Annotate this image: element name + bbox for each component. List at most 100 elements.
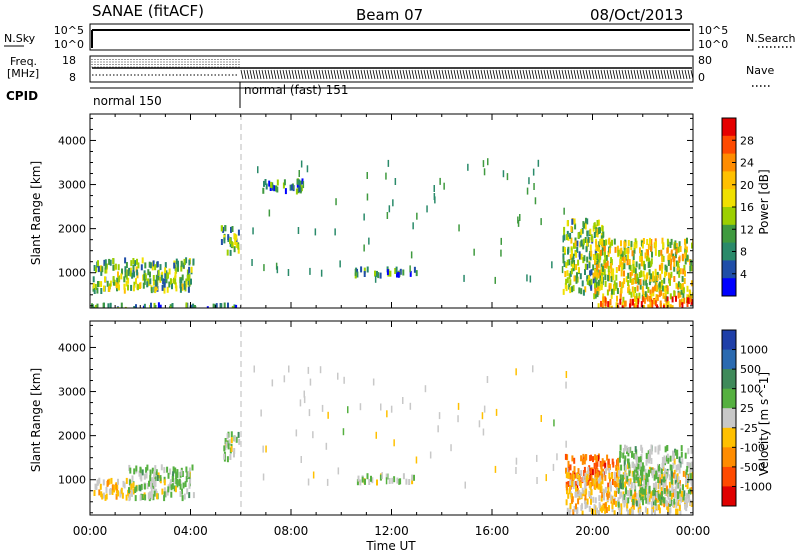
data-cell	[165, 277, 168, 284]
data-cell	[109, 259, 112, 266]
data-cell	[413, 266, 416, 273]
data-cell	[645, 255, 648, 262]
data-cell	[594, 497, 597, 504]
data-cell	[654, 241, 657, 248]
data-cell	[108, 258, 111, 265]
data-cell	[617, 497, 620, 504]
data-cell	[583, 255, 586, 262]
nave-trace-mark	[594, 69, 598, 80]
data-cell	[596, 264, 598, 271]
data-cell	[103, 285, 105, 292]
data-cell	[601, 458, 604, 465]
data-cell	[169, 306, 172, 308]
data-cell	[622, 483, 624, 490]
data-cell	[600, 272, 603, 279]
data-cell	[592, 496, 595, 503]
freq-nave-traces	[91, 59, 694, 80]
nave-trace-mark	[459, 69, 463, 80]
data-cell	[598, 250, 601, 257]
data-cell	[592, 272, 595, 279]
data-cell	[592, 478, 595, 485]
data-cell	[604, 486, 607, 493]
nave-trace-mark	[447, 69, 451, 80]
nave-trace-mark	[420, 69, 424, 80]
data-cell	[643, 260, 645, 267]
sparse-echo	[260, 409, 262, 417]
sparse-echo	[540, 218, 542, 226]
data-cell	[590, 508, 593, 514]
data-cell	[690, 500, 693, 507]
velocity-scale-tick-label: 100	[740, 383, 761, 396]
data-cell	[223, 445, 226, 452]
data-cell	[580, 504, 583, 511]
nave-trace-mark	[474, 69, 478, 80]
data-cell	[128, 487, 130, 494]
data-cell	[574, 481, 577, 487]
data-cell	[597, 455, 600, 462]
data-cell	[116, 490, 119, 497]
data-cell	[634, 498, 637, 505]
data-cell	[570, 237, 573, 244]
power-scale-swatch	[722, 153, 736, 172]
data-cell	[610, 473, 613, 480]
data-cell	[589, 228, 592, 235]
velocity-colorbar-title: Velocity [m s^-1]	[757, 372, 771, 476]
data-cell	[631, 508, 634, 515]
data-cell	[569, 479, 572, 486]
data-cell	[564, 271, 567, 277]
data-cell	[600, 249, 602, 256]
data-cell	[192, 492, 195, 499]
data-cell	[598, 256, 601, 263]
freq-tick-bottom: 8	[69, 71, 76, 84]
data-cell	[591, 480, 594, 487]
data-cell	[163, 479, 166, 486]
data-cell	[608, 491, 611, 498]
data-cell	[634, 453, 637, 460]
data-cell	[623, 263, 626, 270]
sparse-echo	[320, 269, 323, 277]
data-cell	[96, 303, 99, 308]
data-cell	[583, 458, 586, 465]
data-cell	[152, 494, 155, 501]
data-cell	[584, 269, 586, 275]
data-cell	[575, 503, 577, 510]
nave-trace-mark	[483, 69, 487, 80]
data-cell	[679, 268, 682, 275]
sparse-echo	[302, 181, 305, 189]
data-cell	[171, 483, 174, 490]
data-cell	[132, 258, 135, 264]
data-cell	[641, 487, 644, 494]
data-cell	[593, 462, 596, 469]
data-cell	[664, 468, 666, 475]
data-cell	[584, 484, 587, 491]
data-cell	[146, 281, 149, 288]
data-cell	[573, 275, 576, 282]
nave-trace-mark	[321, 69, 325, 80]
nave-trace-mark	[648, 69, 652, 80]
data-cell	[655, 279, 658, 286]
sparse-echo	[375, 431, 377, 439]
sparse-echo	[252, 227, 254, 235]
data-cell	[160, 274, 163, 281]
nave-trace-mark	[498, 69, 502, 80]
data-cell	[647, 286, 650, 293]
data-cell	[610, 292, 613, 299]
data-cell	[667, 301, 670, 308]
data-cell	[139, 485, 142, 492]
data-cell	[642, 270, 645, 277]
data-cell	[623, 493, 626, 500]
data-cell	[185, 302, 188, 308]
data-cell	[415, 270, 418, 277]
data-cell	[670, 271, 673, 278]
data-cell	[629, 264, 632, 271]
data-cell	[148, 480, 150, 487]
data-cell	[662, 481, 665, 488]
data-cell	[222, 226, 225, 233]
data-cell	[170, 491, 173, 498]
data-cell	[658, 483, 661, 490]
data-cell	[231, 305, 234, 308]
data-cell	[587, 236, 590, 243]
data-cell	[588, 481, 591, 488]
nave-trace-mark	[330, 69, 334, 80]
data-cell	[627, 458, 630, 465]
